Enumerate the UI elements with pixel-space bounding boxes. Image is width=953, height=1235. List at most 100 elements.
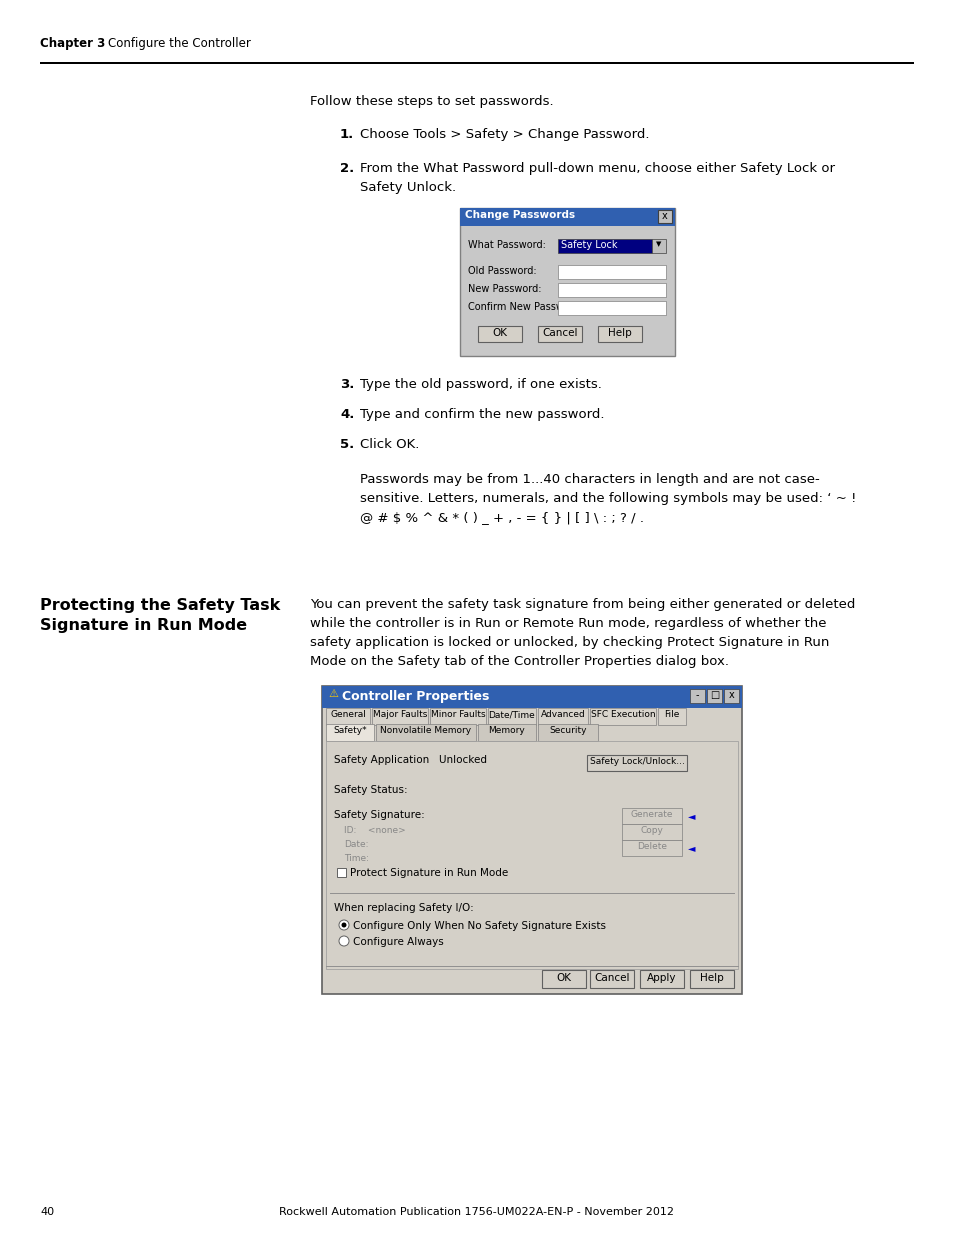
Text: 5.: 5. <box>339 438 354 451</box>
Text: Chapter 3: Chapter 3 <box>40 37 105 49</box>
Text: Protecting the Safety Task: Protecting the Safety Task <box>40 598 280 613</box>
Text: Click OK.: Click OK. <box>359 438 419 451</box>
Text: Configure Always: Configure Always <box>353 937 443 947</box>
Bar <box>477 724 536 741</box>
Text: General: General <box>330 710 366 719</box>
Text: Nonvolatile Memory: Nonvolatile Memory <box>380 726 471 735</box>
Text: ◄: ◄ <box>687 844 695 853</box>
Text: Help: Help <box>700 973 723 983</box>
Bar <box>658 210 671 224</box>
Bar <box>651 240 665 253</box>
Text: while the controller is in Run or Remote Run mode, regardless of whether the: while the controller is in Run or Remote… <box>310 618 825 630</box>
Text: safety application is locked or unlocked, by checking Protect Signature in Run: safety application is locked or unlocked… <box>310 636 828 650</box>
Text: OK: OK <box>492 329 507 338</box>
Text: Change Passwords: Change Passwords <box>464 210 575 220</box>
Bar <box>589 708 656 725</box>
Bar <box>537 708 587 725</box>
Text: Safety Status:: Safety Status: <box>334 785 407 795</box>
Text: Rockwell Automation Publication 1756-UM022A-EN-P - November 2012: Rockwell Automation Publication 1756-UM0… <box>279 1207 674 1216</box>
Text: Type the old password, if one exists.: Type the old password, if one exists. <box>359 378 601 391</box>
Text: Configure the Controller: Configure the Controller <box>108 37 251 49</box>
Text: Major Faults: Major Faults <box>373 710 427 719</box>
Text: From the What Password pull-down menu, choose either Safety Lock or: From the What Password pull-down menu, c… <box>359 162 834 175</box>
Bar <box>541 969 585 988</box>
Text: Memory: Memory <box>488 726 525 735</box>
Bar <box>459 207 675 226</box>
Text: x: x <box>661 211 667 221</box>
Bar <box>430 708 485 725</box>
Text: 1.: 1. <box>339 128 354 141</box>
Bar <box>40 62 913 64</box>
Bar <box>558 266 665 279</box>
Bar <box>537 326 581 342</box>
Text: Security: Security <box>549 726 586 735</box>
Text: Cancel: Cancel <box>541 329 578 338</box>
Bar <box>706 689 721 703</box>
Text: Configure Only When No Safety Signature Exists: Configure Only When No Safety Signature … <box>353 921 605 931</box>
Text: Advanced: Advanced <box>540 710 585 719</box>
Bar <box>689 969 733 988</box>
Text: Generate: Generate <box>630 810 673 819</box>
Bar <box>598 326 641 342</box>
Text: Delete: Delete <box>637 842 666 851</box>
Bar <box>621 840 681 856</box>
Text: Date:: Date: <box>344 840 368 848</box>
Text: x: x <box>728 690 734 700</box>
Text: □: □ <box>709 690 719 700</box>
Text: New Password:: New Password: <box>468 284 541 294</box>
Text: Mode on the Safety tab of the Controller Properties dialog box.: Mode on the Safety tab of the Controller… <box>310 655 728 668</box>
Text: 3.: 3. <box>339 378 354 391</box>
Text: Type and confirm the new password.: Type and confirm the new password. <box>359 408 604 421</box>
Text: ⚠: ⚠ <box>328 689 337 699</box>
Circle shape <box>338 936 349 946</box>
Bar <box>689 689 704 703</box>
Bar <box>589 969 634 988</box>
Text: 40: 40 <box>40 1207 54 1216</box>
Text: Follow these steps to set passwords.: Follow these steps to set passwords. <box>310 95 553 107</box>
Bar <box>326 708 370 725</box>
Bar <box>639 969 683 988</box>
Bar <box>477 326 521 342</box>
Text: Safety Application   Unlocked: Safety Application Unlocked <box>334 755 486 764</box>
Text: Apply: Apply <box>646 973 676 983</box>
Bar <box>488 708 536 725</box>
Bar <box>326 741 738 969</box>
Text: 2.: 2. <box>339 162 354 175</box>
Bar <box>372 708 428 725</box>
Bar <box>621 808 681 824</box>
Text: What Password:: What Password: <box>468 240 545 249</box>
Text: Confirm New Password:: Confirm New Password: <box>468 303 582 312</box>
Text: Cancel: Cancel <box>594 973 629 983</box>
Text: ID:    <none>: ID: <none> <box>344 826 405 835</box>
Text: Safety*: Safety* <box>333 726 366 735</box>
Text: Safety Unlock.: Safety Unlock. <box>359 182 456 194</box>
Text: Signature in Run Mode: Signature in Run Mode <box>40 618 247 634</box>
Bar <box>326 724 374 741</box>
Text: ◄: ◄ <box>687 811 695 821</box>
Bar <box>459 207 675 356</box>
Text: Controller Properties: Controller Properties <box>341 690 489 703</box>
Circle shape <box>341 923 346 927</box>
Bar <box>558 301 665 315</box>
Text: Copy: Copy <box>639 826 662 835</box>
Bar <box>537 724 598 741</box>
Text: Safety Lock/Unlock...: Safety Lock/Unlock... <box>589 757 683 766</box>
Bar <box>336 868 346 877</box>
Text: Choose Tools > Safety > Change Password.: Choose Tools > Safety > Change Password. <box>359 128 649 141</box>
Text: 4.: 4. <box>339 408 354 421</box>
Bar <box>322 685 741 708</box>
Bar <box>723 689 739 703</box>
Text: ▼: ▼ <box>656 241 661 247</box>
Text: Safety Signature:: Safety Signature: <box>334 810 424 820</box>
Bar <box>322 685 741 994</box>
Text: Safety Lock: Safety Lock <box>560 240 617 249</box>
Bar <box>558 240 651 253</box>
Text: @ # $ % ^ & * ( ) _ + , - = { } | [ ] \ : ; ? / .: @ # $ % ^ & * ( ) _ + , - = { } | [ ] \ … <box>359 511 643 524</box>
Bar <box>658 708 685 725</box>
Text: Date/Time: Date/Time <box>488 710 535 719</box>
Text: Passwords may be from 1...40 characters in length and are not case-: Passwords may be from 1...40 characters … <box>359 473 819 487</box>
Text: OK: OK <box>556 973 571 983</box>
Text: Old Password:: Old Password: <box>468 266 536 275</box>
Text: Protect Signature in Run Mode: Protect Signature in Run Mode <box>350 868 508 878</box>
Bar <box>375 724 476 741</box>
